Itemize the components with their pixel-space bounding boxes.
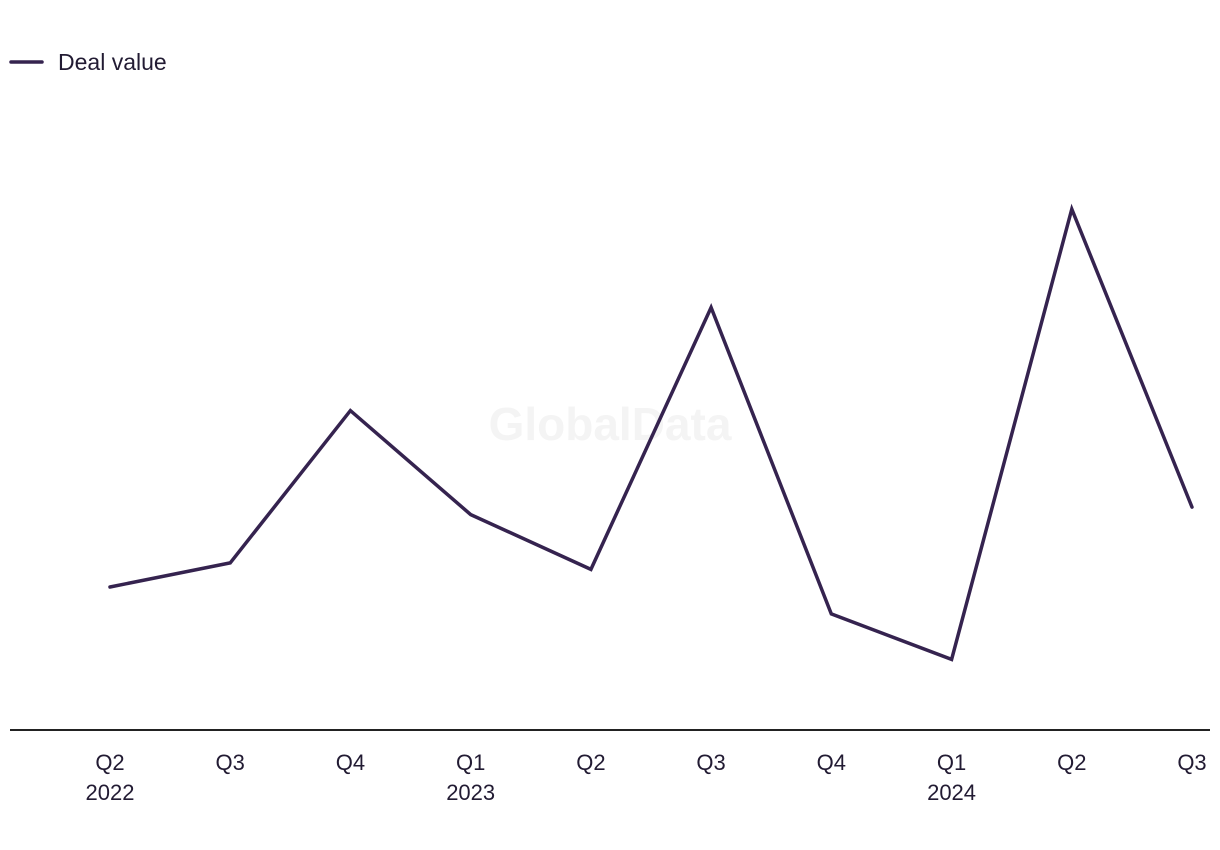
x-tick-label: Q3	[1177, 750, 1206, 775]
x-tick-label: Q4	[336, 750, 365, 775]
legend-label: Deal value	[58, 49, 167, 75]
x-tick-label: Q2	[576, 750, 605, 775]
x-tick-label: Q2	[1057, 750, 1086, 775]
x-tick-label: Q1	[456, 750, 485, 775]
x-tick-label: Q3	[696, 750, 725, 775]
x-axis-tick-labels: Q2 2022 Q3 Q4 Q1 2023 Q2 Q3 Q4 Q1 2024 Q2 Q3	[86, 750, 1207, 805]
x-tick-year-label: 2023	[446, 780, 495, 805]
legend: Deal value	[9, 49, 167, 75]
x-tick-label: Q3	[216, 750, 245, 775]
x-tick-year-label: 2022	[86, 780, 135, 805]
watermark-logo: GlobalData	[489, 398, 732, 450]
x-tick-label: Q4	[817, 750, 846, 775]
series-line-deal-value	[108, 203, 1194, 662]
x-tick-label: Q1	[937, 750, 966, 775]
x-tick-year-label: 2024	[927, 780, 976, 805]
x-tick-label: Q2	[95, 750, 124, 775]
